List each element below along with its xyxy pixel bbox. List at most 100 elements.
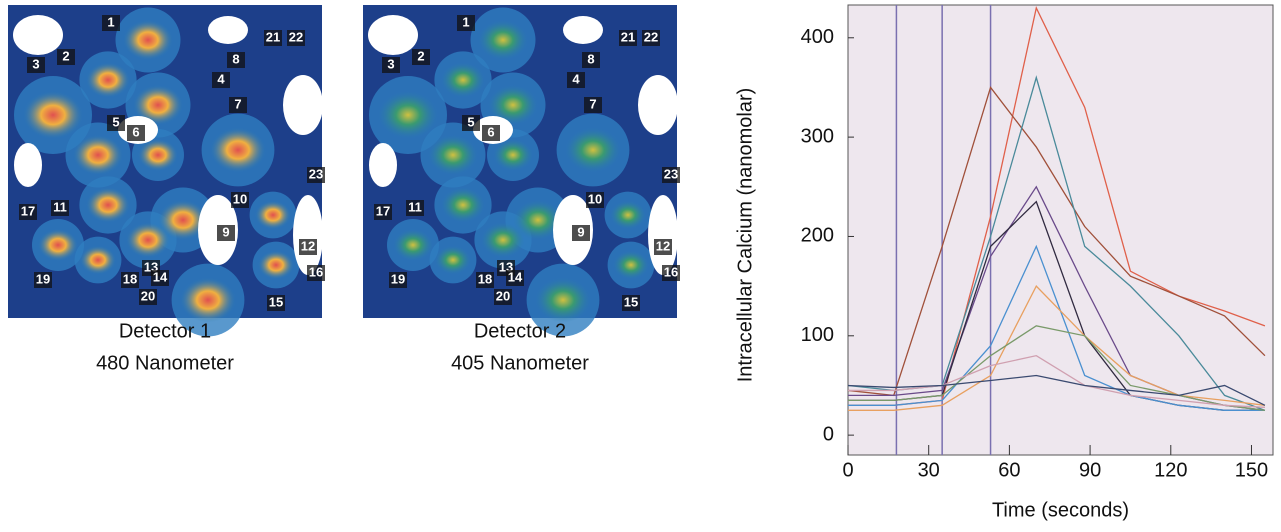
label-box <box>476 272 494 288</box>
label-box <box>217 225 235 241</box>
cell-core <box>441 62 485 98</box>
label-box <box>572 225 590 241</box>
label-box <box>107 115 125 131</box>
cell-core <box>86 187 130 223</box>
cell-label: 20 <box>141 288 155 303</box>
series-line <box>848 285 1266 411</box>
cell-label: 23 <box>664 166 678 181</box>
cell-core <box>23 91 83 139</box>
cell-label: 21 <box>621 29 635 44</box>
x-tick-label: 0 <box>842 459 853 481</box>
cell-label: 22 <box>289 29 303 44</box>
cell-core <box>493 139 533 171</box>
label-box <box>307 167 325 183</box>
cell-label: 7 <box>234 96 241 111</box>
label-box <box>212 72 230 88</box>
label-box <box>494 289 512 305</box>
background-patch <box>563 16 603 44</box>
label-box <box>51 200 69 216</box>
cell-label: 9 <box>222 224 229 239</box>
label-box <box>34 272 52 288</box>
label-box <box>619 30 637 46</box>
cell-core <box>613 250 649 280</box>
y-tick-label: 300 <box>801 125 834 147</box>
label-box <box>642 30 660 46</box>
cell-label: 4 <box>217 71 225 86</box>
image-caption: Detector 2 <box>474 320 566 342</box>
cell-label: 11 <box>53 199 67 214</box>
cell-core <box>133 85 183 125</box>
cell-core <box>126 222 170 258</box>
label-box <box>374 204 392 220</box>
cell-label: 1 <box>107 14 114 29</box>
cell-core <box>158 200 208 240</box>
background-patch <box>283 75 323 135</box>
cell-label: 1 <box>462 14 469 29</box>
cell-label: 15 <box>624 294 638 309</box>
background-patch <box>369 143 397 187</box>
label-box <box>151 270 169 286</box>
label-box <box>307 265 325 281</box>
cell-label: 4 <box>572 71 580 86</box>
cell-core <box>80 245 116 275</box>
cell-label: 23 <box>309 166 323 181</box>
cell-label: 22 <box>644 29 658 44</box>
cell-core <box>73 135 123 175</box>
label-box <box>406 200 424 216</box>
label-box <box>462 115 480 131</box>
label-box <box>227 52 245 68</box>
cell-core <box>513 200 563 240</box>
cell-label: 12 <box>656 238 670 253</box>
cell-label: 11 <box>408 199 422 214</box>
x-tick-label: 120 <box>1154 459 1187 481</box>
label-box <box>139 289 157 305</box>
series-line <box>848 354 1265 408</box>
label-box <box>584 97 602 113</box>
y-axis-label: Intracellular Calcium (nanomolar) <box>734 88 756 383</box>
y-tick-label: 200 <box>801 225 834 247</box>
label-box <box>127 125 145 141</box>
background-patch <box>14 143 42 187</box>
cell-label: 19 <box>36 271 50 286</box>
y-tick-label: 0 <box>823 423 834 445</box>
label-box <box>586 192 604 208</box>
cell-label: 9 <box>577 224 584 239</box>
cell-label: 17 <box>376 203 390 218</box>
cell-label: 16 <box>664 264 678 279</box>
cell-core <box>478 20 528 60</box>
cell-core <box>393 229 433 261</box>
cell-core <box>610 200 646 230</box>
cell-core <box>428 135 478 175</box>
x-axis-label: Time (seconds) <box>992 499 1129 521</box>
cell-label: 20 <box>496 288 510 303</box>
label-box <box>121 272 139 288</box>
cell-core <box>565 127 621 173</box>
plot-area <box>847 4 1274 456</box>
cell-core <box>38 229 78 261</box>
label-box <box>389 272 407 288</box>
label-box <box>57 49 75 65</box>
background-patch <box>648 195 678 275</box>
x-tick-label: 30 <box>918 459 940 481</box>
cell-label: 16 <box>309 264 323 279</box>
label-box <box>567 72 585 88</box>
label-box <box>19 204 37 220</box>
label-box <box>231 192 249 208</box>
y-tick-label: 100 <box>801 324 834 346</box>
x-tick-label: 90 <box>1079 459 1101 481</box>
label-box <box>299 239 317 255</box>
label-box <box>662 167 680 183</box>
label-box <box>382 57 400 73</box>
cell-core <box>138 139 178 171</box>
label-box <box>506 270 524 286</box>
label-box <box>622 295 640 311</box>
cell-label: 18 <box>478 271 492 286</box>
cell-label: 17 <box>21 203 35 218</box>
background-patch <box>293 195 323 275</box>
series-line <box>847 374 1266 406</box>
cell-label: 5 <box>467 114 474 129</box>
cell-core <box>435 245 471 275</box>
cell-label: 6 <box>487 124 494 139</box>
cell-label: 8 <box>587 51 594 66</box>
